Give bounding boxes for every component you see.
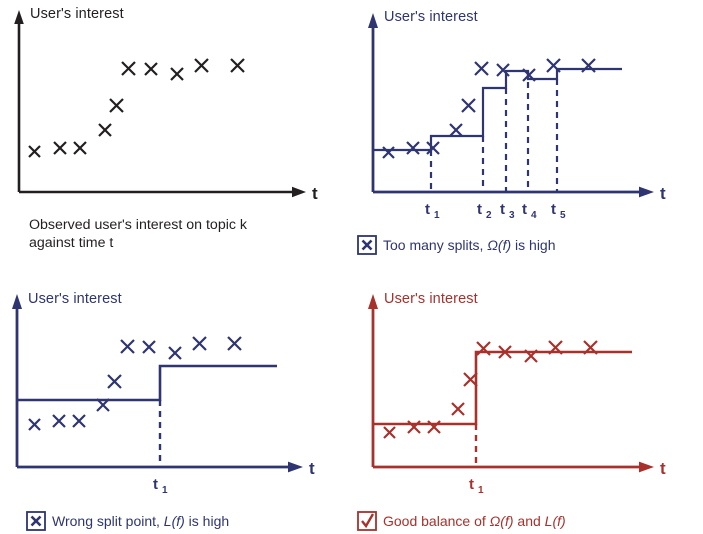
y-axis-label: User's interest [384,9,478,25]
legend-badge-cross [357,235,377,255]
tick-sub-t2: 2 [486,210,492,221]
axes-good-balance [368,294,654,473]
caption-prefix: Too many splits, [383,237,487,253]
tick-label-t3: t [500,201,505,218]
scatter-markers-wrong-split-point [28,336,242,431]
panel-observed-chart: User's interest t Observed user's intere… [14,6,318,251]
x-ticks-good-balance: t 1 [469,476,484,496]
step-function-good-balance [373,350,632,426]
legend-badge-cross [26,511,46,531]
tick-sub-t1: 1 [478,485,484,496]
panel-wrong-split-point: t 1 User's interest t Wrong split point,… [0,267,352,534]
panel-too-many-splits: t 1 t 2 t 3 t 4 t 5 User's interest t [351,0,703,267]
split-lines-too-many-splits [429,71,559,192]
caption-middle: and [514,513,545,529]
legend-badge-check [357,511,377,531]
caption-symbol: Ω(f) [490,513,514,529]
y-axis-label: User's interest [28,291,122,307]
tick-label-t5: t [551,201,556,218]
x-axis-label: t [660,184,666,203]
cross-icon [361,239,373,251]
tick-label-t2: t [477,201,482,218]
scatter-markers-good-balance [383,340,598,439]
cross-icon [30,515,42,527]
axes-wrong-split-point [12,294,303,473]
tick-label-t1: t [469,476,474,493]
tick-sub-t3: 3 [509,210,515,221]
y-axis-label: User's interest [384,291,478,307]
tick-label-t1: t [153,476,158,493]
axes-too-many-splits [368,13,654,198]
x-ticks-too-many-splits: t 1 t 2 t 3 t 4 t 5 [425,201,566,221]
tick-label-t4: t [522,201,527,218]
panel-caption: Wrong split point, L(f) is high [52,513,229,529]
panel-caption-line-2: against time t [29,235,113,251]
caption-symbol: L(f) [164,513,185,529]
x-axis-label: t [660,459,666,478]
caption-prefix: Wrong split point, [52,513,164,529]
caption-symbol-2: L(f) [545,513,566,529]
tick-sub-t1: 1 [162,485,168,496]
panel-good-balance: t 1 User's interest t Good balance of Ω(… [351,267,703,534]
tick-label-t1: t [425,201,430,218]
panel-too-many-splits-chart: t 1 t 2 t 3 t 4 t 5 User's interest t [357,9,666,255]
panel-caption: Good balance of Ω(f) and L(f) [383,513,566,529]
panel-good-balance-chart: t 1 User's interest t Good balance of Ω(… [357,291,666,531]
panel-wrong-split-point-chart: t 1 User's interest t Wrong split point,… [12,291,315,531]
axes-observed [14,10,306,198]
caption-suffix: is high [185,513,229,529]
caption-symbol: Ω(f) [487,237,511,253]
x-axis-label: t [312,184,318,203]
tick-sub-t1: 1 [434,210,440,221]
scatter-markers-observed [28,58,245,158]
x-axis-label: t [309,459,315,478]
check-icon [361,513,375,529]
y-axis-label: User's interest [30,6,124,22]
step-function-too-many-splits [373,67,622,152]
scatter-markers-too-many-splits [382,58,596,159]
panel-caption: Too many splits, Ω(f) is high [383,237,556,253]
x-ticks-wrong-split-point: t 1 [153,476,168,496]
step-function-wrong-split-point [17,364,277,402]
panel-observed: User's interest t Observed user's intere… [0,0,352,267]
tick-sub-t4: 4 [531,210,537,221]
caption-prefix: Good balance of [383,513,490,529]
tick-sub-t5: 5 [560,210,566,221]
caption-suffix: is high [511,237,555,253]
panel-caption-line-1: Observed user's interest on topic k [29,217,248,233]
